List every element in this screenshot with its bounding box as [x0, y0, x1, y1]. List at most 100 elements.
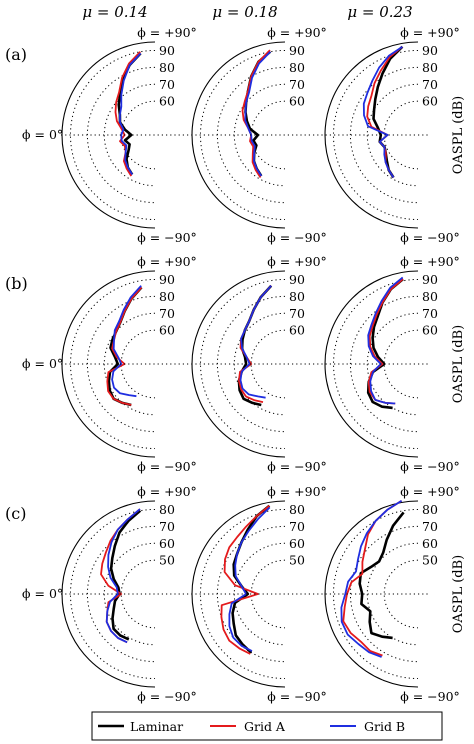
phi-top-label: ϕ = +90° — [400, 484, 460, 499]
phi-top-label: ϕ = +90° — [137, 254, 197, 269]
oaspl-axis-label: OASPL (dB) — [451, 555, 466, 633]
grid-arc-80 — [350, 66, 419, 204]
series-line-grid-b — [105, 508, 141, 644]
legend-label-laminar: Laminar — [130, 719, 183, 734]
phi-top-label: ϕ = +90° — [267, 484, 327, 499]
r-tick-label: 90 — [422, 272, 438, 287]
series-line-grid-b — [239, 285, 272, 399]
series-line-grid-b — [228, 506, 271, 652]
series-line-grid-a — [220, 505, 270, 655]
grid-arc-70 — [350, 525, 419, 663]
r-tick-label: 80 — [289, 60, 305, 75]
grid-arc-70 — [87, 525, 156, 663]
grid-arc-70 — [217, 525, 286, 663]
series-line-grid-a — [237, 285, 272, 403]
polar-panel-8: 50 60 70 80 ϕ = +90° ϕ = −90° — [191, 484, 327, 704]
r-tick-label: 70 — [159, 77, 175, 92]
column-title-1: μ = 0.14 — [82, 3, 147, 21]
phi-bottom-label: ϕ = −90° — [267, 230, 327, 245]
r-tick-label: 60 — [422, 323, 438, 338]
r-tick-label: 70 — [159, 306, 175, 321]
r-tick-label: 70 — [422, 519, 438, 534]
r-tick-label: 60 — [159, 323, 175, 338]
r-tick-label: 80 — [159, 502, 175, 517]
panel-grid: 60 70 80 90 ϕ = +90° ϕ = −90° 60 70 80 90 ϕ = +90°… — [61, 25, 460, 704]
phi-top-label: ϕ = +90° — [400, 25, 460, 40]
series-line-grid-b — [367, 276, 404, 405]
series-line-grid-b — [244, 51, 271, 177]
series-line-laminar — [244, 50, 272, 177]
r-tick-label: 80 — [422, 60, 438, 75]
r-tick-label: 80 — [422, 289, 438, 304]
series-line-grid-b — [111, 285, 142, 398]
r-tick-label: 60 — [289, 94, 305, 109]
r-tick-label: 70 — [422, 77, 438, 92]
column-title-2: μ = 0.18 — [212, 3, 277, 21]
r-tick-label: 70 — [289, 77, 305, 92]
row-decorations: (a) ϕ = 0° OASPL (dB) (b) ϕ = 0° OASPL (dB) (c… — [5, 45, 466, 633]
r-tick-label: 80 — [422, 502, 438, 517]
panel-rim — [324, 41, 419, 229]
row-label: (b) — [5, 274, 28, 293]
polar-panel-3: 60 70 80 90 ϕ = +90° ϕ = −90° — [324, 25, 460, 245]
r-tick-label: 80 — [159, 60, 175, 75]
r-tick-label: 60 — [422, 94, 438, 109]
r-tick-label: 90 — [289, 272, 305, 287]
polar-panel-6: 60 70 80 90 ϕ = +90° ϕ = −90° — [324, 254, 460, 474]
phi-bottom-label: ϕ = −90° — [267, 459, 327, 474]
legend-frame — [91, 711, 443, 741]
legend: Laminar Grid A Grid B — [91, 711, 443, 741]
r-tick-label: 60 — [159, 94, 175, 109]
oaspl-axis-label: OASPL (dB) — [451, 96, 466, 174]
series-line-grid-a — [106, 286, 143, 406]
series-line-laminar — [109, 509, 142, 641]
series-line-laminar — [117, 52, 142, 176]
series-line-laminar — [372, 45, 404, 179]
grid-arc-80 — [87, 295, 156, 433]
legend-label-grid-b: Grid B — [364, 719, 405, 734]
oaspl-axis-label: OASPL (dB) — [451, 325, 466, 403]
r-tick-label: 60 — [289, 536, 305, 551]
panel-rim — [324, 500, 419, 688]
r-tick-label: 90 — [159, 43, 175, 58]
row-label: (c) — [5, 504, 26, 523]
phi-top-label: ϕ = +90° — [267, 25, 327, 40]
r-tick-label: 70 — [159, 519, 175, 534]
phi-bottom-label: ϕ = −90° — [137, 689, 197, 704]
grid-arc-80 — [350, 295, 419, 433]
phi-bottom-label: ϕ = −90° — [400, 689, 460, 704]
r-tick-label: 70 — [422, 306, 438, 321]
phi-zero-label: ϕ = 0° — [22, 586, 63, 601]
r-tick-label: 70 — [289, 519, 305, 534]
phi-bottom-label: ϕ = −90° — [137, 459, 197, 474]
phi-zero-label: ϕ = 0° — [22, 356, 63, 371]
legend-label-grid-a: Grid A — [244, 719, 286, 734]
r-tick-label: 90 — [289, 43, 305, 58]
series-line-grid-b — [362, 45, 403, 178]
series-line-grid-b — [119, 52, 142, 175]
r-tick-label: 60 — [159, 536, 175, 551]
r-tick-label: 90 — [159, 272, 175, 287]
column-titles: μ = 0.14 μ = 0.18 μ = 0.23 — [82, 3, 412, 21]
r-tick-label: 80 — [289, 289, 305, 304]
r-tick-label: 50 — [289, 553, 305, 568]
phi-top-label: ϕ = +90° — [267, 254, 327, 269]
r-tick-label: 50 — [422, 553, 438, 568]
polar-panel-9: 50 60 70 80 ϕ = +90° ϕ = −90° — [324, 484, 460, 704]
r-tick-label: 80 — [159, 289, 175, 304]
series-line-grid-b — [340, 499, 403, 658]
row-label: (a) — [5, 45, 27, 64]
r-tick-label: 80 — [289, 502, 305, 517]
phi-zero-label: ϕ = 0° — [22, 127, 63, 142]
r-tick-label: 90 — [422, 43, 438, 58]
grid-arc-80 — [217, 66, 286, 204]
phi-top-label: ϕ = +90° — [137, 484, 197, 499]
r-tick-label: 70 — [289, 306, 305, 321]
phi-bottom-label: ϕ = −90° — [137, 230, 197, 245]
panel-rim — [324, 270, 419, 458]
r-tick-label: 60 — [289, 323, 305, 338]
grid-arc-80 — [87, 66, 156, 204]
series-line-laminar — [237, 284, 273, 407]
polar-panel-1: 60 70 80 90 ϕ = +90° ϕ = −90° — [61, 25, 197, 245]
